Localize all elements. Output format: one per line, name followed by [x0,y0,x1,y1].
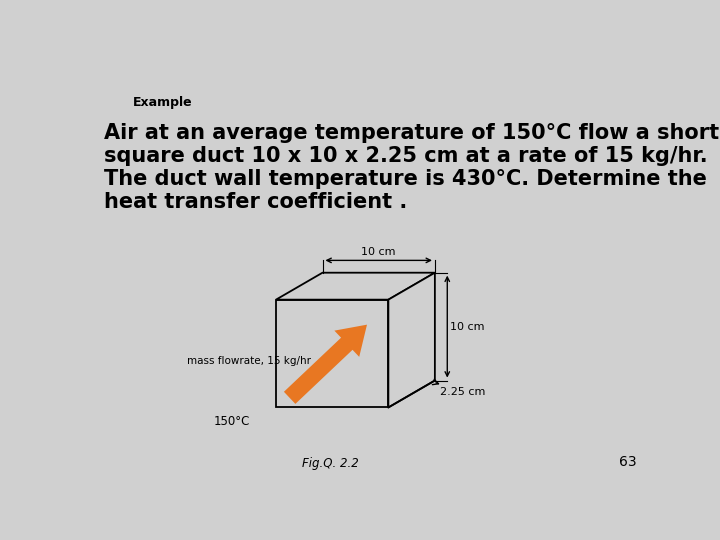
Text: 2.25 cm: 2.25 cm [439,387,485,397]
Polygon shape [276,300,388,408]
Text: 10 cm: 10 cm [361,247,396,257]
Text: 10 cm: 10 cm [451,322,485,332]
Text: mass flowrate, 15 kg/hr: mass flowrate, 15 kg/hr [187,356,311,366]
Text: The duct wall temperature is 430°C. Determine the: The duct wall temperature is 430°C. Dete… [104,168,707,189]
Text: 150°C: 150°C [214,415,251,428]
Text: heat transfer coefficient .: heat transfer coefficient . [104,192,408,212]
Polygon shape [388,273,435,408]
Text: Example: Example [132,96,192,109]
FancyArrowPatch shape [284,325,367,404]
Text: Fig.Q. 2.2: Fig.Q. 2.2 [302,457,359,470]
Text: Air at an average temperature of 150°C flow a short: Air at an average temperature of 150°C f… [104,123,719,143]
Polygon shape [276,273,435,300]
Text: 63: 63 [618,455,636,469]
Text: square duct 10 x 10 x 2.25 cm at a rate of 15 kg/hr.: square duct 10 x 10 x 2.25 cm at a rate … [104,146,708,166]
